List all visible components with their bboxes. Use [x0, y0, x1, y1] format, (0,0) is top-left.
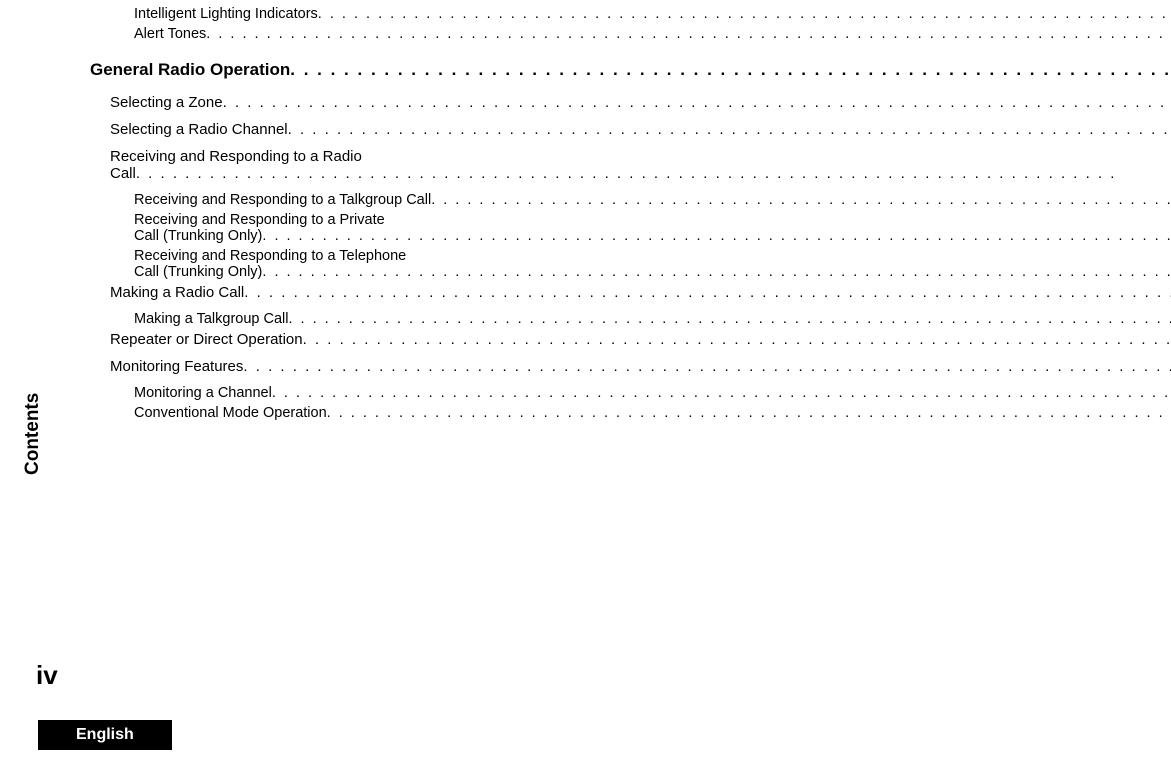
toc-leader-dots: [327, 405, 1171, 421]
toc-entry: Receiving and Responding to a PrivateCal…: [134, 212, 1171, 244]
toc-leader-dots: [272, 385, 1171, 401]
toc-label: Selecting a Radio Channel: [110, 121, 288, 138]
language-tab: English: [38, 720, 172, 750]
toc-entry: Receiving and Responding to a TelephoneC…: [134, 248, 1171, 280]
page-number: iv: [36, 660, 58, 691]
toc-label: Receiving and Responding to a Talkgroup …: [134, 192, 431, 208]
page: Intelligent Lighting Indicators13 Alert T…: [0, 0, 1171, 771]
toc-entry: Alert Tones14: [134, 26, 1171, 42]
toc-entry: Making a Radio Call21: [110, 284, 1171, 301]
toc-label: Selecting a Zone: [110, 94, 223, 111]
side-label: Contents: [22, 393, 44, 475]
toc-label: Making a Radio Call: [110, 284, 244, 301]
toc-label: Call (Trunking Only): [134, 264, 262, 280]
toc-entry: Receiving and Responding to a Talkgroup …: [134, 192, 1171, 208]
toc-label: Monitoring a Channel: [134, 385, 272, 401]
toc-label-line: Receiving and Responding to a Private: [134, 212, 1171, 228]
toc-label: Call: [110, 165, 136, 182]
toc-entry: Monitoring Features22: [110, 358, 1171, 375]
toc-entry: Receiving and Responding to a Radio Call…: [110, 148, 1171, 182]
toc-leader-dots: [288, 311, 1171, 327]
toc-leader-dots: [136, 165, 1171, 182]
toc-label-line: Receiving and Responding to a Radio: [110, 148, 1171, 165]
toc-label: Intelligent Lighting Indicators: [134, 6, 318, 22]
toc-leader-dots: [244, 284, 1171, 301]
toc-label: Repeater or Direct Operation: [110, 331, 303, 348]
toc-entry: Monitoring a Channel22: [134, 385, 1171, 401]
toc-left-column: Intelligent Lighting Indicators13 Alert T…: [90, 4, 1171, 430]
toc-leader-dots: [288, 121, 1171, 138]
toc-leader-dots: [206, 26, 1171, 42]
toc-entry: Selecting a Zone17: [110, 94, 1171, 111]
toc-label: Call (Trunking Only): [134, 228, 262, 244]
toc-entry: Conventional Mode Operation22: [134, 405, 1171, 421]
toc-leader-dots: [431, 192, 1171, 208]
toc-leader-dots: [243, 358, 1171, 375]
toc-label: General Radio Operation: [90, 60, 290, 80]
toc-leader-dots: [223, 94, 1171, 111]
toc-entry: Making a Talkgroup Call21: [134, 311, 1171, 327]
toc-leader-dots: [290, 60, 1171, 80]
toc-entry: Intelligent Lighting Indicators13: [134, 6, 1171, 22]
toc-entry: Selecting a Radio Channel18: [110, 121, 1171, 138]
toc-label: Conventional Mode Operation: [134, 405, 327, 421]
toc-label: Making a Talkgroup Call: [134, 311, 288, 327]
toc-label-line: Receiving and Responding to a Telephone: [134, 248, 1171, 264]
toc-leader-dots: [318, 6, 1171, 22]
toc-label: Alert Tones: [134, 26, 206, 42]
toc-leader-dots: [262, 264, 1171, 280]
toc-entry: General Radio Operation17: [90, 60, 1171, 80]
toc-leader-dots: [262, 228, 1171, 244]
toc-columns: Intelligent Lighting Indicators13 Alert T…: [0, 0, 1171, 430]
toc-entry: Repeater or Direct Operation21: [110, 331, 1171, 348]
toc-leader-dots: [303, 331, 1171, 348]
toc-label: Monitoring Features: [110, 358, 243, 375]
